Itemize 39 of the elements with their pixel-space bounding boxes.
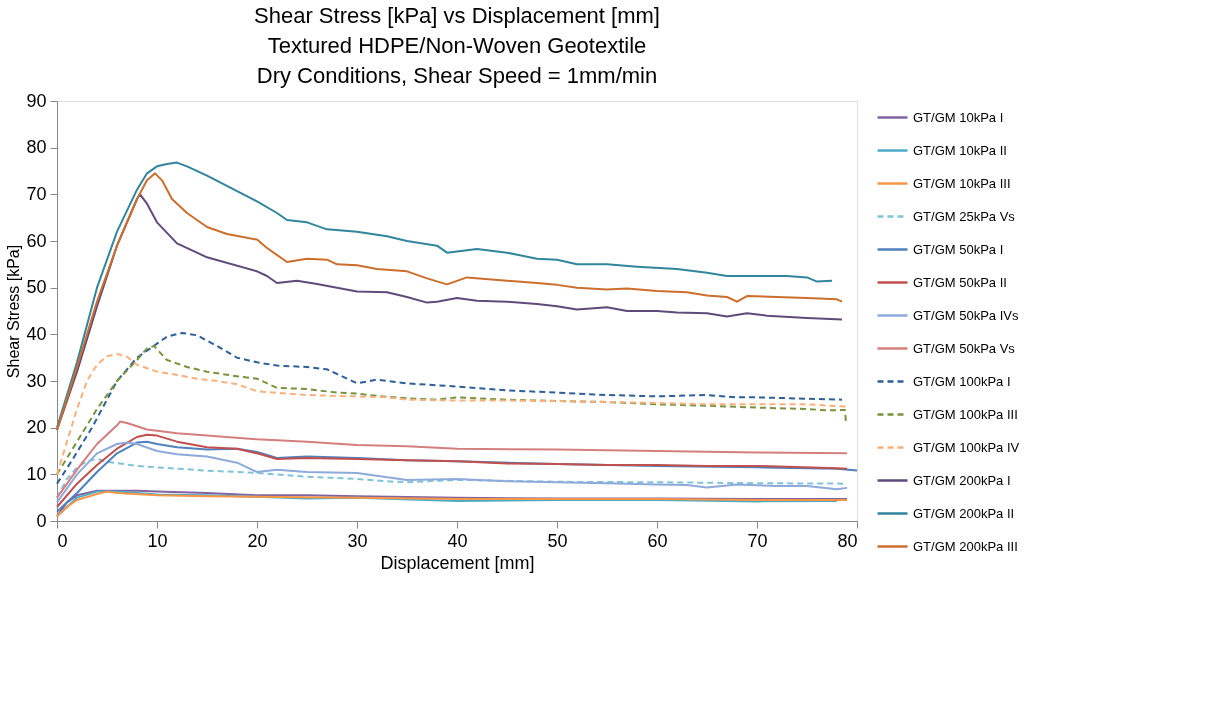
line-series xyxy=(56,420,848,499)
y-tick-label: 90 xyxy=(26,90,47,111)
x-tick-label: 80 xyxy=(837,530,858,551)
legend-label: GT/GM 200kPa II xyxy=(913,505,1015,521)
y-tick-label: 0 xyxy=(36,510,47,531)
x-tick-label: 70 xyxy=(747,530,768,551)
y-tick-label: 60 xyxy=(26,230,47,251)
line-series xyxy=(56,331,843,485)
legend-label: GT/GM 100kPa III xyxy=(913,406,1018,422)
y-tick-label: 30 xyxy=(26,370,47,391)
legend-label: GT/GM 10kPa III xyxy=(913,175,1011,191)
x-tick-label: 20 xyxy=(247,530,268,551)
legend-label: GT/GM 50kPa I xyxy=(913,241,1004,257)
legend-label: GT/GM 50kPa IVs xyxy=(913,307,1019,323)
y-tick-label: 80 xyxy=(26,137,47,158)
y-tick-label: 40 xyxy=(26,323,47,344)
x-tick-label: 40 xyxy=(447,530,468,551)
line-series xyxy=(56,433,848,508)
y-axis-title: Shear Stress [kPa] xyxy=(5,244,23,379)
legend-label: GT/GM 200kPa III xyxy=(913,538,1018,554)
y-tick-label: 50 xyxy=(26,277,47,298)
legend-label: GT/GM 25kPa Vs xyxy=(913,208,1016,224)
chart-title: Shear Stress [kPa] vs Displacement [mm] Textured HDPE/Non-Woven Geotextile Dry Conditions, Shear Speed = 1mm/min xyxy=(254,3,660,88)
legend-label: GT/GM 100kPa IV xyxy=(913,439,1020,455)
legend-label: GT/GM 50kPa II xyxy=(913,274,1007,290)
y-tick-label: 70 xyxy=(26,183,47,204)
x-tick-label: 0 xyxy=(57,530,68,551)
y-tick-label: 10 xyxy=(26,463,47,484)
legend-label: GT/GM 10kPa I xyxy=(913,109,1004,125)
x-tick-label: 50 xyxy=(547,530,568,551)
x-tick-label: 10 xyxy=(147,530,168,551)
x-tick-label: 30 xyxy=(347,530,368,551)
legend-label: GT/GM 200kPa I xyxy=(913,472,1011,488)
legend-label: GT/GM 100kPa I xyxy=(913,373,1011,389)
legend-label: GT/GM 50kPa Vs xyxy=(913,340,1016,356)
x-axis-title: Displacement [mm] xyxy=(380,552,535,573)
y-tick-label: 20 xyxy=(26,417,47,438)
x-tick-label: 60 xyxy=(647,530,668,551)
legend-label: GT/GM 10kPa II xyxy=(913,142,1007,158)
